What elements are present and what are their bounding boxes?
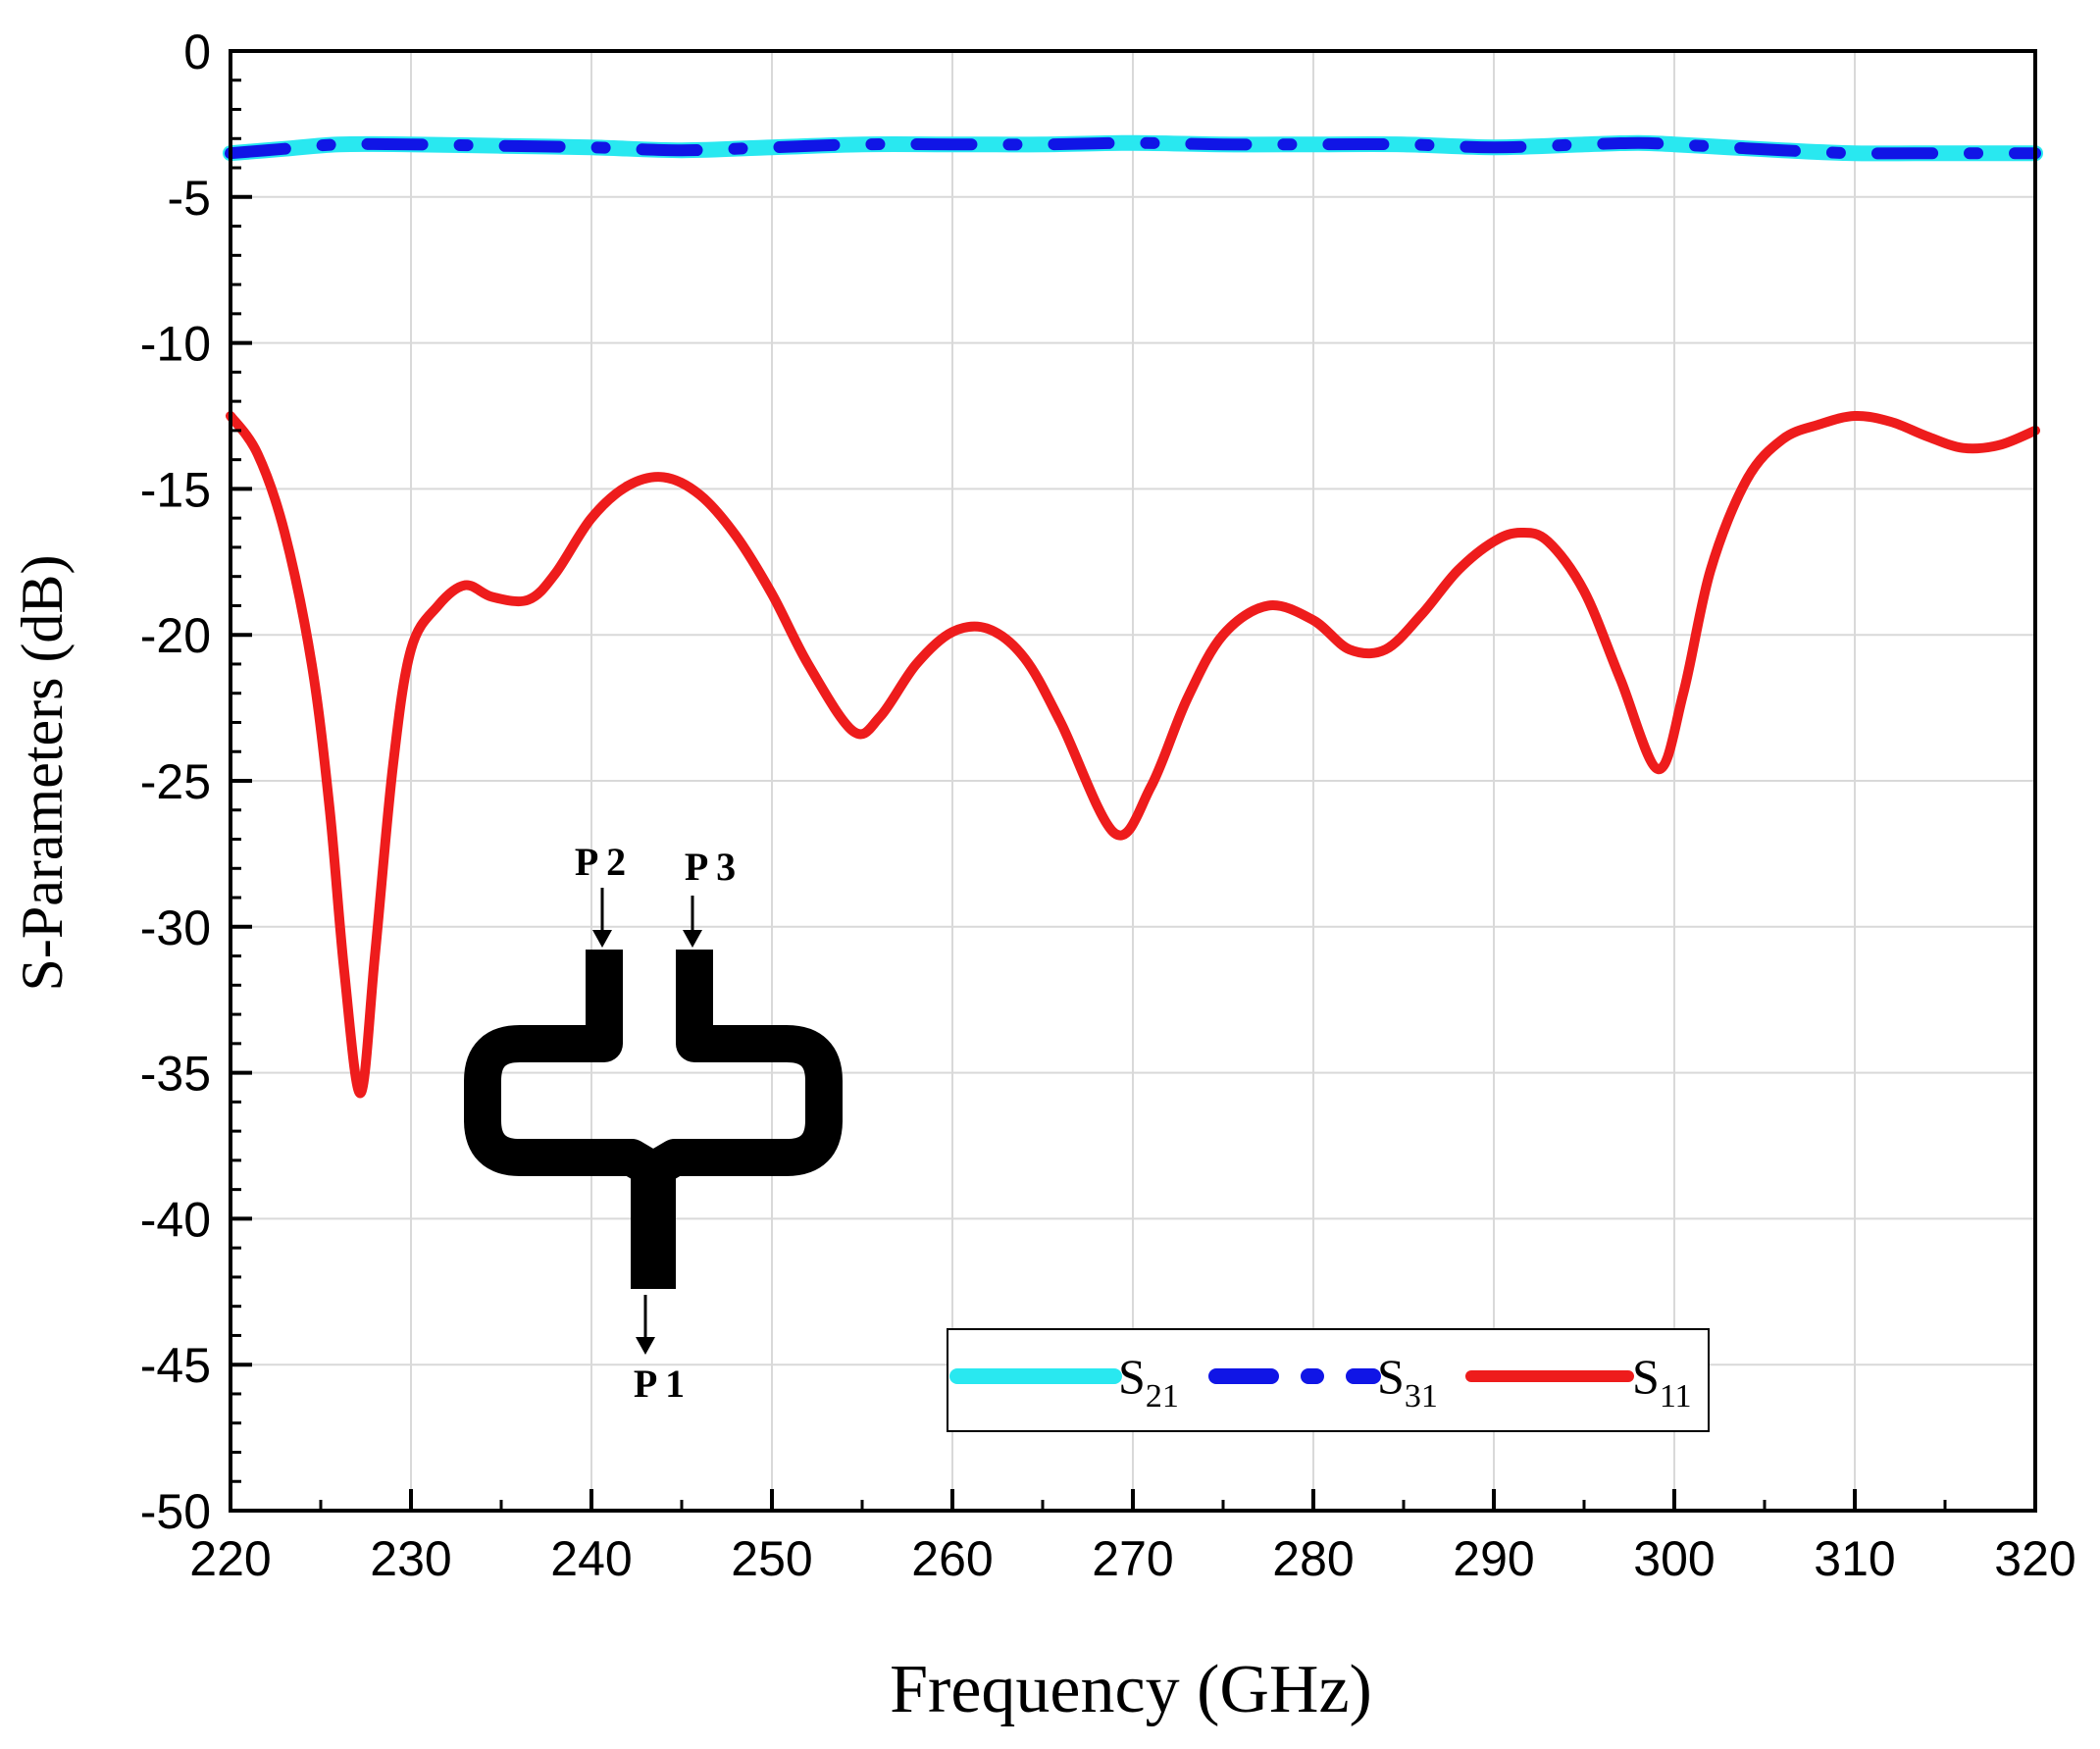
- series-line-s11: [226, 410, 2040, 1099]
- y-tick-label: 0: [183, 25, 211, 79]
- legend-sub-s11: 11: [1660, 1378, 1692, 1415]
- legend-label-s21: S21: [1118, 1349, 1179, 1415]
- port2-label: P 2: [575, 840, 626, 884]
- x-tick-label: 260: [911, 1531, 993, 1586]
- x-tick-label: 240: [550, 1531, 632, 1586]
- legend-label-s11: S11: [1632, 1349, 1692, 1415]
- legend-sub-s21: 21: [1146, 1378, 1179, 1415]
- x-tick-label: 300: [1633, 1531, 1715, 1586]
- x-tick-label: 290: [1453, 1531, 1534, 1586]
- x-tick-label: 280: [1272, 1531, 1354, 1586]
- port1-label: P 1: [634, 1362, 685, 1406]
- x-tick-label: 230: [370, 1531, 451, 1586]
- x-tick-label: 270: [1092, 1531, 1173, 1586]
- y-tick-label: -10: [140, 317, 211, 372]
- y-tick-label: -20: [140, 608, 211, 663]
- legend-sub-s31: 31: [1405, 1378, 1438, 1415]
- y-axis-title: S-Parameters (dB): [10, 555, 75, 992]
- y-tick-label: -15: [140, 462, 211, 517]
- port3-arrowhead: [683, 930, 702, 948]
- y-tick-label: -40: [140, 1192, 211, 1247]
- x-tick-label: 310: [1814, 1531, 1895, 1586]
- ticks-group: [229, 49, 2037, 1513]
- x-tick-label: 250: [731, 1531, 812, 1586]
- legend-label-s31: S31: [1377, 1349, 1438, 1415]
- port1-feed: [631, 1177, 676, 1289]
- y-tick-label: -30: [140, 900, 211, 955]
- y-tick-label: -25: [140, 754, 211, 809]
- legend-main-s11: S: [1632, 1349, 1660, 1404]
- port2-arrowhead: [592, 930, 612, 948]
- x-axis-title: Frequency (GHz): [890, 1652, 1372, 1727]
- port1-arrowhead: [636, 1337, 655, 1355]
- power-divider-diagram-icon: P 2 P 3 P 1: [464, 840, 843, 1406]
- x-tick-label: 220: [189, 1531, 271, 1586]
- y-tick-label: -45: [140, 1338, 211, 1393]
- series-line-s31: [225, 136, 2041, 160]
- tick-labels-group: 220 230 240 250 260 270 280 290 300 310 320 0 -5 -10 -…: [140, 25, 2076, 1586]
- y-tick-label: -50: [140, 1484, 211, 1539]
- legend: S21 S31 S11: [947, 1328, 1710, 1432]
- x-tick-label: 320: [1994, 1531, 2075, 1586]
- legend-main-s21: S: [1118, 1349, 1146, 1404]
- port3-label: P 3: [685, 845, 736, 889]
- y-tick-label: -35: [140, 1047, 211, 1102]
- legend-main-s31: S: [1377, 1349, 1405, 1404]
- series-group: [223, 134, 2043, 1099]
- y-tick-label: -5: [168, 171, 211, 226]
